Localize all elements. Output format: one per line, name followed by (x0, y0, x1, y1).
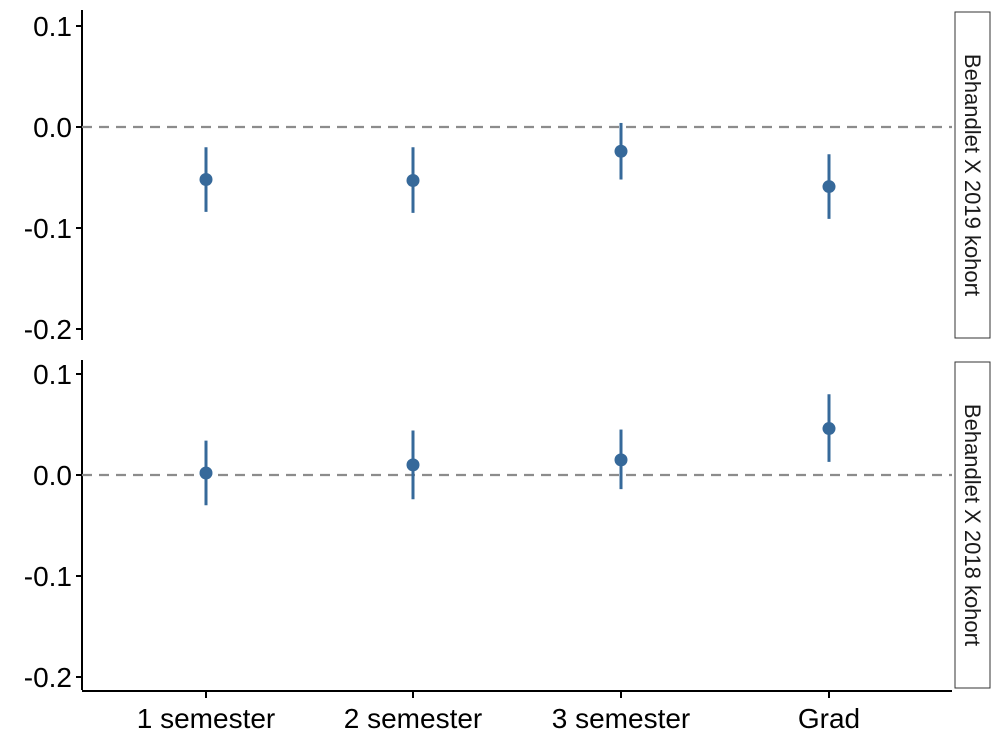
y-tick-label: -0.1 (24, 561, 72, 592)
facet-strip-label: Behandlet X 2018 kohort (960, 404, 985, 646)
facet-panel-1: 0.1 0.0 -0.1 -0.2 Behandlet X 2019 kohort (24, 10, 991, 345)
x-tick-label: 1 semester (137, 703, 276, 733)
facet-panel-2: 0.1 0.0 -0.1 -0.2 Behandlet X 2018 kohort (24, 359, 991, 693)
point-estimate (199, 466, 213, 480)
facet-strip-label: Behandlet X 2019 kohort (960, 54, 985, 296)
y-tick-label: 0.1 (33, 11, 72, 42)
y-tick-label: 0.0 (33, 112, 72, 143)
y-tick-label: -0.2 (24, 314, 72, 345)
point-estimate (614, 453, 628, 467)
point-estimate (406, 174, 420, 188)
x-tick-label: Grad (798, 703, 860, 733)
facet-strip-box (954, 361, 991, 689)
facet-strip: Behandlet X 2019 kohort (954, 11, 991, 339)
point-estimate (822, 180, 836, 194)
point-estimate (406, 458, 420, 472)
y-tick-label: -0.2 (24, 662, 72, 693)
y-tick-label: 0.0 (33, 460, 72, 491)
x-tick-label: 3 semester (552, 703, 691, 733)
point-estimate (199, 173, 213, 187)
facet-strip: Behandlet X 2018 kohort (954, 361, 991, 689)
x-tick-label: 2 semester (344, 703, 483, 733)
y-tick-label: -0.1 (24, 213, 72, 244)
y-tick-label: 0.1 (33, 359, 72, 390)
point-estimate (822, 422, 836, 436)
point-estimate (614, 144, 628, 158)
facet-strip-box (954, 11, 991, 339)
